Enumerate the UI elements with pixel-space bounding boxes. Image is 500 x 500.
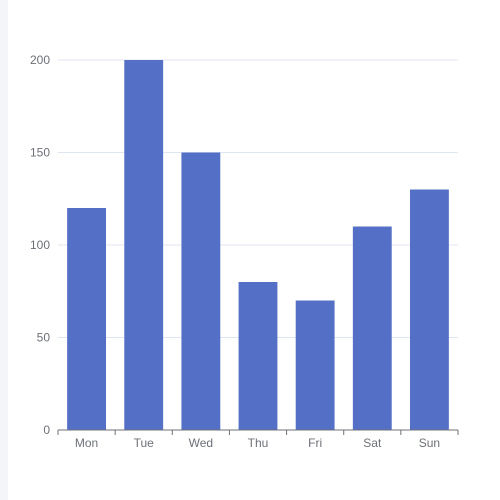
bar [124,60,164,430]
bar [410,189,449,430]
bar [352,226,392,430]
y-tick-label: 100 [30,238,50,252]
bar [295,300,335,430]
bars [67,60,449,430]
x-tick-label: Fri [308,436,322,450]
x-axis-tick-labels: Mon Tue Wed Thu Fri Sat Sun [75,436,440,450]
x-axis [57,429,459,435]
bar [238,282,278,430]
x-tick-label: Thu [248,436,269,450]
x-tick-label: Tue [134,436,155,450]
y-tick-label: 150 [30,146,50,160]
y-axis-tick-labels: 0 50 100 150 200 [30,53,50,437]
x-tick-label: Sun [419,436,440,450]
y-tick-label: 50 [37,331,51,345]
bar [181,152,221,430]
x-tick-label: Wed [189,436,213,450]
x-tick-label: Sat [363,436,382,450]
y-tick-label: 200 [30,53,50,67]
bar [67,208,106,430]
x-tick-label: Mon [75,436,98,450]
y-tick-label: 0 [43,423,50,437]
